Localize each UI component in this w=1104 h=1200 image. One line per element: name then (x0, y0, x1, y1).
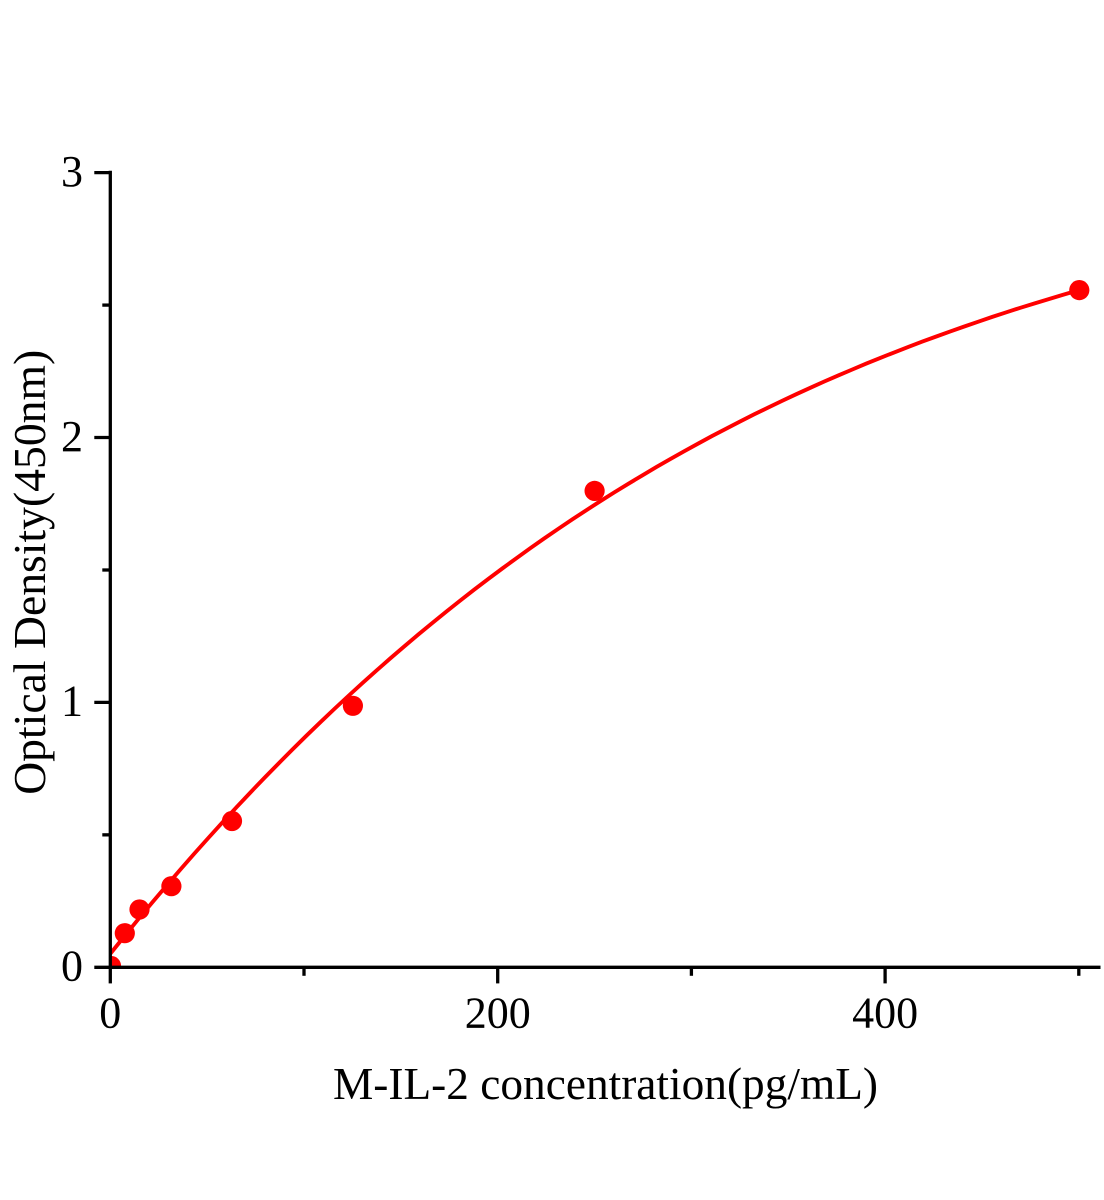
svg-text:400: 400 (852, 989, 918, 1038)
svg-text:0: 0 (61, 942, 83, 991)
svg-text:Optical Density(450nm): Optical Density(450nm) (4, 350, 55, 795)
svg-text:1: 1 (61, 677, 83, 726)
svg-text:0: 0 (99, 989, 121, 1038)
svg-text:3: 3 (61, 147, 83, 196)
svg-text:2: 2 (61, 412, 83, 461)
svg-text:M-IL-2 concentration(pg/mL): M-IL-2 concentration(pg/mL) (333, 1058, 878, 1109)
svg-text:200: 200 (465, 989, 531, 1038)
